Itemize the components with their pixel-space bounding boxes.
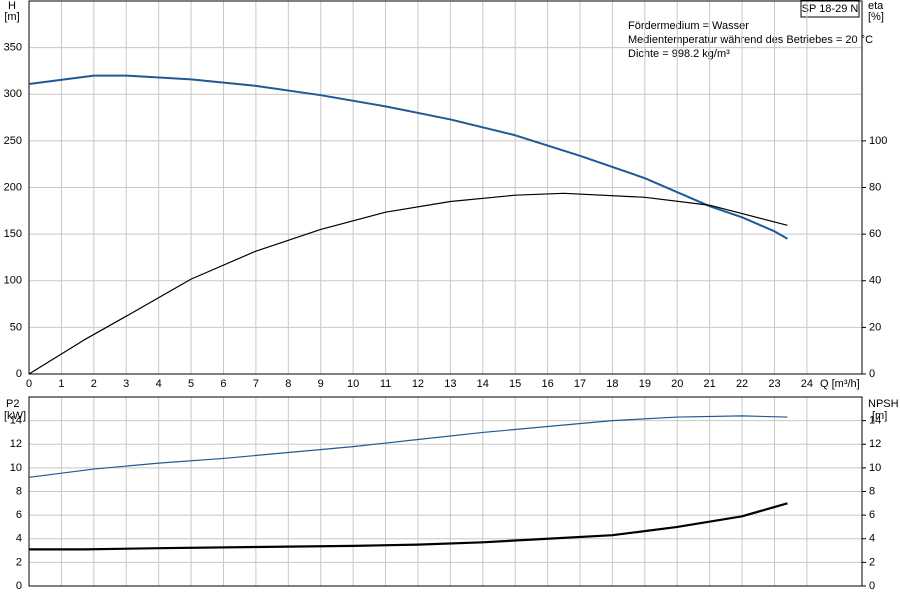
x-axis-label: Q [m³/h] [820, 378, 860, 390]
y-tick-label: 50 [10, 321, 22, 333]
y-tick-label: 250 [4, 135, 22, 147]
y-axis-unit: [m] [4, 11, 19, 23]
y-tick-label: 2 [16, 556, 22, 568]
plot-frame [28, 0, 863, 375]
x-tick-label: 7 [253, 378, 259, 390]
x-tick-label: 17 [574, 378, 586, 390]
x-tick-label: 18 [606, 378, 618, 390]
x-tick-label: 2 [91, 378, 97, 390]
annotation: Fördermedium = Wasser [628, 20, 749, 32]
y2-axis-unit: [m] [872, 410, 887, 422]
y2-axis-label: eta [868, 0, 884, 12]
x-tick-label: 0 [26, 378, 32, 390]
plot-frame [28, 396, 863, 587]
x-tick-label: 14 [477, 378, 489, 390]
x-tick-label: 8 [285, 378, 291, 390]
x-tick-label: 11 [380, 378, 391, 390]
y2-tick-label: 10 [869, 462, 881, 474]
y2-tick-label: 0 [869, 368, 875, 380]
y-tick-label: 200 [4, 181, 22, 193]
curve [29, 502, 788, 551]
curve [28, 192, 788, 375]
y2-tick-label: 8 [869, 485, 875, 497]
x-tick-label: 19 [639, 378, 651, 390]
y2-tick-label: 0 [869, 580, 875, 592]
y-tick-label: 8 [16, 485, 22, 497]
y-tick-label: 6 [16, 509, 22, 521]
curve [28, 74, 788, 240]
y-tick-label: 10 [10, 462, 22, 474]
y-axis-label: P2 [6, 398, 19, 410]
y2-tick-label: 4 [869, 533, 875, 545]
y2-tick-label: 2 [869, 556, 875, 568]
x-tick-label: 13 [444, 378, 456, 390]
x-tick-label: 15 [509, 378, 521, 390]
y2-axis-unit: [%] [868, 11, 884, 23]
y2-tick-label: 40 [869, 275, 881, 287]
y2-tick-label: 100 [869, 135, 887, 147]
x-tick-label: 3 [123, 378, 129, 390]
x-tick-label: 16 [541, 378, 553, 390]
y-tick-label: 14 [10, 415, 22, 427]
curve [28, 415, 788, 478]
y-tick-label: 300 [4, 88, 22, 100]
annotation: Dichte = 998.2 kg/m³ [628, 48, 730, 60]
y2-tick-label: 60 [869, 228, 881, 240]
y-tick-label: 100 [4, 275, 22, 287]
y2-tick-label: 6 [869, 509, 875, 521]
y-tick-label: 4 [16, 533, 22, 545]
x-tick-label: 24 [801, 378, 813, 390]
x-tick-label: 9 [318, 378, 324, 390]
y-tick-label: 350 [4, 42, 22, 54]
y-tick-label: 0 [16, 368, 22, 380]
y-axis-unit: [kW] [4, 410, 26, 422]
y2-tick-label: 80 [869, 181, 881, 193]
y2-tick-label: 20 [869, 321, 881, 333]
y2-tick-label: 14 [869, 415, 881, 427]
y2-tick-label: 12 [869, 438, 881, 450]
product-label: SP 18-29 N [802, 3, 859, 15]
y-tick-label: 0 [16, 580, 22, 592]
x-tick-label: 4 [156, 378, 162, 390]
x-tick-label: 22 [736, 378, 748, 390]
y-tick-label: 150 [4, 228, 22, 240]
x-tick-label: 21 [704, 378, 716, 390]
y-tick-label: 12 [10, 438, 22, 450]
y-axis-label: H [8, 0, 16, 12]
y2-axis-label: NPSH [868, 398, 899, 410]
x-tick-label: 23 [768, 378, 780, 390]
x-tick-label: 1 [58, 378, 64, 390]
x-tick-label: 6 [220, 378, 226, 390]
x-tick-label: 10 [347, 378, 359, 390]
x-tick-label: 5 [188, 378, 194, 390]
x-tick-label: 12 [412, 378, 424, 390]
x-tick-label: 20 [671, 378, 683, 390]
annotation: Medientemperatur während des Betriebes =… [628, 34, 873, 46]
label-box [800, 0, 860, 18]
